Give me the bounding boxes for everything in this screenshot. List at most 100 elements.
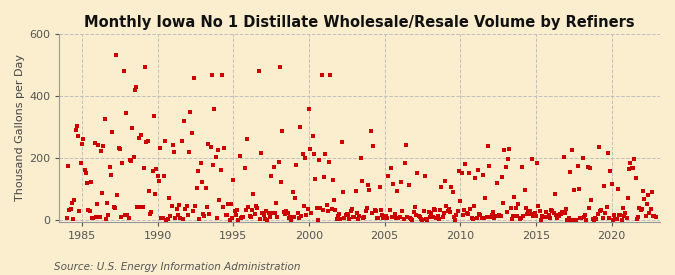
Point xyxy=(605,169,616,173)
Point xyxy=(393,216,404,221)
Point xyxy=(262,218,273,222)
Point xyxy=(626,166,637,170)
Point xyxy=(326,207,337,211)
Point xyxy=(634,206,645,211)
Point xyxy=(382,216,393,220)
Point xyxy=(346,207,357,212)
Point xyxy=(601,205,612,209)
Point xyxy=(225,201,236,206)
Point xyxy=(276,179,287,184)
Point xyxy=(90,214,101,219)
Point xyxy=(336,140,347,144)
Point xyxy=(603,216,614,220)
Point xyxy=(217,72,227,77)
Point xyxy=(404,216,415,220)
Point xyxy=(227,216,238,220)
Point xyxy=(451,213,462,217)
Point xyxy=(408,209,419,214)
Point xyxy=(431,216,441,220)
Point xyxy=(445,210,456,214)
Point xyxy=(92,202,103,207)
Point xyxy=(523,210,534,215)
Point xyxy=(502,210,512,214)
Point xyxy=(330,208,341,213)
Point xyxy=(615,213,626,217)
Point xyxy=(551,213,562,217)
Point xyxy=(151,167,162,171)
Point xyxy=(323,208,333,213)
Point xyxy=(504,147,515,151)
Point xyxy=(240,208,251,212)
Point xyxy=(639,196,650,201)
Point xyxy=(277,129,288,133)
Point xyxy=(211,216,222,220)
Point xyxy=(506,217,517,222)
Point xyxy=(234,154,245,158)
Point xyxy=(72,123,82,128)
Point xyxy=(292,210,303,215)
Point xyxy=(117,161,128,165)
Point xyxy=(61,216,72,221)
Point xyxy=(153,173,163,178)
Point xyxy=(462,211,473,216)
Point xyxy=(543,213,554,217)
Point xyxy=(257,211,268,215)
Point xyxy=(128,155,139,160)
Point xyxy=(180,206,191,211)
Point xyxy=(648,214,659,219)
Point xyxy=(340,212,351,217)
Point xyxy=(345,209,356,213)
Point xyxy=(423,210,434,214)
Point xyxy=(298,204,309,208)
Point xyxy=(620,210,631,215)
Point xyxy=(442,208,453,213)
Point xyxy=(265,215,275,219)
Point xyxy=(79,167,90,172)
Point xyxy=(460,162,470,166)
Point xyxy=(364,188,375,192)
Point xyxy=(192,168,203,173)
Point xyxy=(465,206,476,211)
Point xyxy=(510,206,521,211)
Point xyxy=(205,145,216,149)
Point xyxy=(165,213,176,218)
Point xyxy=(500,165,511,169)
Point xyxy=(215,168,226,172)
Point xyxy=(198,212,209,216)
Point xyxy=(228,178,239,182)
Point xyxy=(68,217,78,222)
Point xyxy=(632,214,643,219)
Point xyxy=(371,209,381,213)
Point xyxy=(606,182,617,186)
Point xyxy=(471,216,482,221)
Point xyxy=(131,85,142,89)
Point xyxy=(195,161,206,166)
Point xyxy=(209,107,220,111)
Point xyxy=(160,139,171,144)
Point xyxy=(610,217,621,222)
Point xyxy=(377,213,387,217)
Point xyxy=(103,213,114,217)
Title: Monthly Iowa No 1 Distillate Wholesale/Resale Volume by Refiners: Monthly Iowa No 1 Distillate Wholesale/R… xyxy=(84,15,635,30)
Point xyxy=(78,137,88,141)
Point xyxy=(297,152,308,156)
Point xyxy=(213,148,223,152)
Point xyxy=(385,166,396,170)
Point xyxy=(506,205,516,210)
Point xyxy=(331,216,342,221)
Point xyxy=(369,208,380,212)
Point xyxy=(320,152,331,157)
Point xyxy=(456,171,467,175)
Point xyxy=(641,202,652,207)
Point xyxy=(204,212,215,216)
Point xyxy=(427,215,438,219)
Point xyxy=(412,171,423,175)
Point xyxy=(275,65,286,69)
Point xyxy=(576,216,587,220)
Point xyxy=(220,213,231,217)
Point xyxy=(578,215,589,220)
Point xyxy=(112,193,123,197)
Point xyxy=(477,215,487,220)
Point xyxy=(580,213,591,217)
Point xyxy=(458,213,468,218)
